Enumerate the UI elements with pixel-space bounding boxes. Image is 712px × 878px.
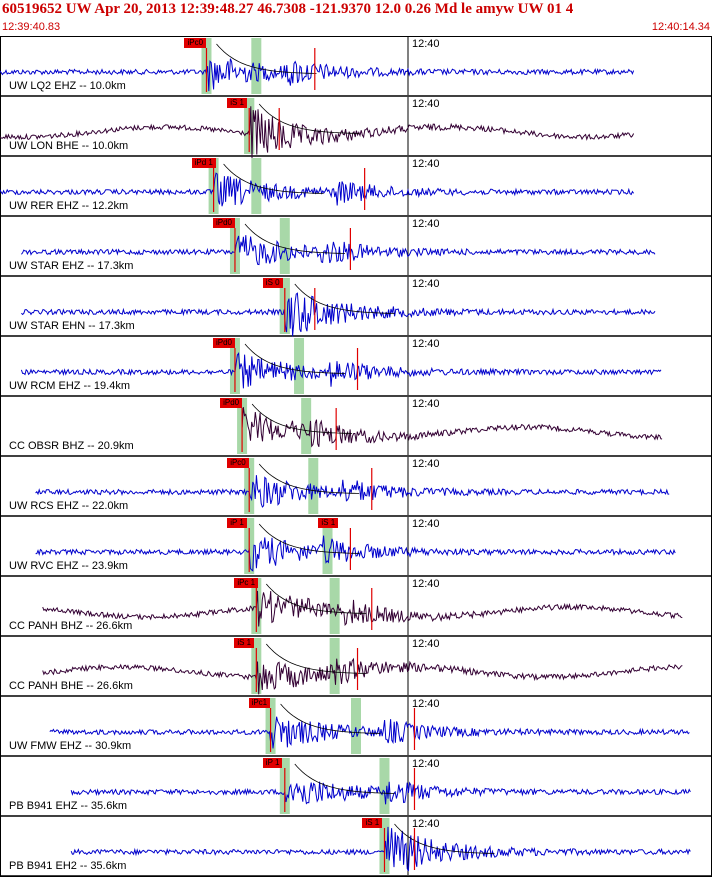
trace-panel[interactable] [0,157,712,217]
minute-tick-label: 12:40 [412,518,440,530]
pick-tag[interactable]: iP 1 [262,758,283,768]
channel-label: CC PANH BHE -- 26.6km [9,680,133,692]
channel-label: UW LON BHE -- 10.0km [9,140,129,152]
pick-tag[interactable]: iP 1 [227,518,247,528]
coda-curve [216,43,317,74]
minute-tick-label: 12:40 [412,638,440,650]
trace-panel[interactable] [0,577,712,637]
minute-tick-label: 12:40 [412,578,440,590]
pick-tag[interactable]: iPd0 [212,218,235,228]
time-start: 12:39:40.83 [2,21,61,33]
pick-tag[interactable]: iS 0 [262,278,283,288]
pick-tag-secondary[interactable]: iS 1 [318,518,339,528]
trace-panel[interactable] [0,637,712,697]
pick-tag[interactable]: iPc0 [184,38,207,48]
minute-tick-label: 12:40 [412,398,440,410]
waveform [35,535,676,572]
trace-panel[interactable] [0,517,712,577]
minute-tick-label: 12:40 [412,278,440,290]
coda-curve [244,223,346,254]
minute-tick-label: 12:40 [412,338,440,350]
trace-panel[interactable] [0,277,712,337]
channel-label: UW FMW EHZ -- 30.9km [9,740,132,752]
minute-tick-label: 12:40 [412,38,440,50]
channel-label: UW STAR EHN -- 17.3km [9,320,135,332]
pick-tag[interactable]: iS 1 [227,98,247,108]
minute-tick-label: 12:40 [412,98,440,110]
coda-curve [280,703,381,734]
minute-tick-label: 12:40 [412,218,440,230]
waveform [0,106,635,159]
trace-panel[interactable] [0,457,712,517]
trace-panel[interactable] [0,817,712,877]
channel-label: PB B941 EH2 -- 35.6km [9,860,127,872]
coda-curve [265,583,367,614]
coda-curve [258,463,360,494]
pick-tag[interactable]: iPc 1 [234,578,259,588]
s-window [329,638,340,694]
s-window [322,518,333,574]
pick-tag[interactable]: iS 1 [234,638,255,648]
pick-tag[interactable]: iPc0 [227,458,249,468]
coda-curve [394,823,495,854]
coda-curve [294,763,395,794]
s-window [329,578,340,634]
pick-tag[interactable]: iPd 1 [191,158,216,168]
s-window [351,698,361,754]
pick-tag[interactable]: iPc1 [248,698,271,708]
s-window [301,398,312,454]
channel-label: CC PANH BHZ -- 26.6km [9,620,133,632]
pick-tag[interactable]: iS 1 [362,818,383,828]
trace-panel[interactable] [0,757,712,817]
waveform [241,407,663,448]
trace-panel[interactable] [0,37,712,97]
time-end: 12:40:14.34 [651,21,710,33]
event-header: 60519652 UW Apr 20, 2013 12:39:48.27 46.… [0,0,712,36]
waveform [0,58,635,92]
waveform [42,590,683,627]
event-title: 60519652 UW Apr 20, 2013 12:39:48.27 46.… [2,1,574,17]
waveform [70,826,691,872]
pick-tag[interactable]: iPd0 [212,338,235,348]
minute-tick-label: 12:40 [412,698,440,710]
minute-tick-label: 12:40 [412,458,440,470]
channel-label: UW LQ2 EHZ -- 10.0km [9,80,126,92]
s-window [279,218,290,274]
waveform [21,292,656,337]
trace-panel[interactable] [0,697,712,757]
channel-label: UW RCM EHZ -- 19.4km [9,380,130,392]
waveform [35,475,670,508]
coda-curve [223,163,324,194]
channel-label: CC OBSR BHZ -- 20.9km [9,440,134,452]
trace-panel[interactable] [0,97,712,159]
s-window [379,758,390,814]
coda-curve [258,103,360,134]
channel-label: UW STAR EHZ -- 17.3km [9,260,134,272]
waveform [49,716,690,749]
channel-label: UW RVC EHZ -- 23.9km [9,560,128,572]
waveform [0,172,635,207]
trace-panel[interactable] [0,397,712,457]
waveform [20,352,662,389]
waveform [42,657,683,695]
trace-panel[interactable] [0,217,712,277]
coda-curve [265,643,367,674]
coda-curve [294,283,395,314]
minute-tick-label: 12:40 [412,158,440,170]
coda-curve [251,403,353,434]
minute-tick-label: 12:40 [412,758,440,770]
s-window [251,38,262,94]
pick-tag[interactable]: iPd0 [220,398,243,408]
waveform [21,235,656,266]
coda-curve [244,343,346,374]
channel-label: PB B941 EHZ -- 35.6km [9,800,127,812]
channel-label: UW RCS EHZ -- 22.0km [9,500,129,512]
trace-panel[interactable] [0,337,712,397]
channel-label: UW RER EHZ -- 12.2km [9,200,129,212]
coda-curve [258,523,360,554]
minute-tick-label: 12:40 [412,818,440,830]
